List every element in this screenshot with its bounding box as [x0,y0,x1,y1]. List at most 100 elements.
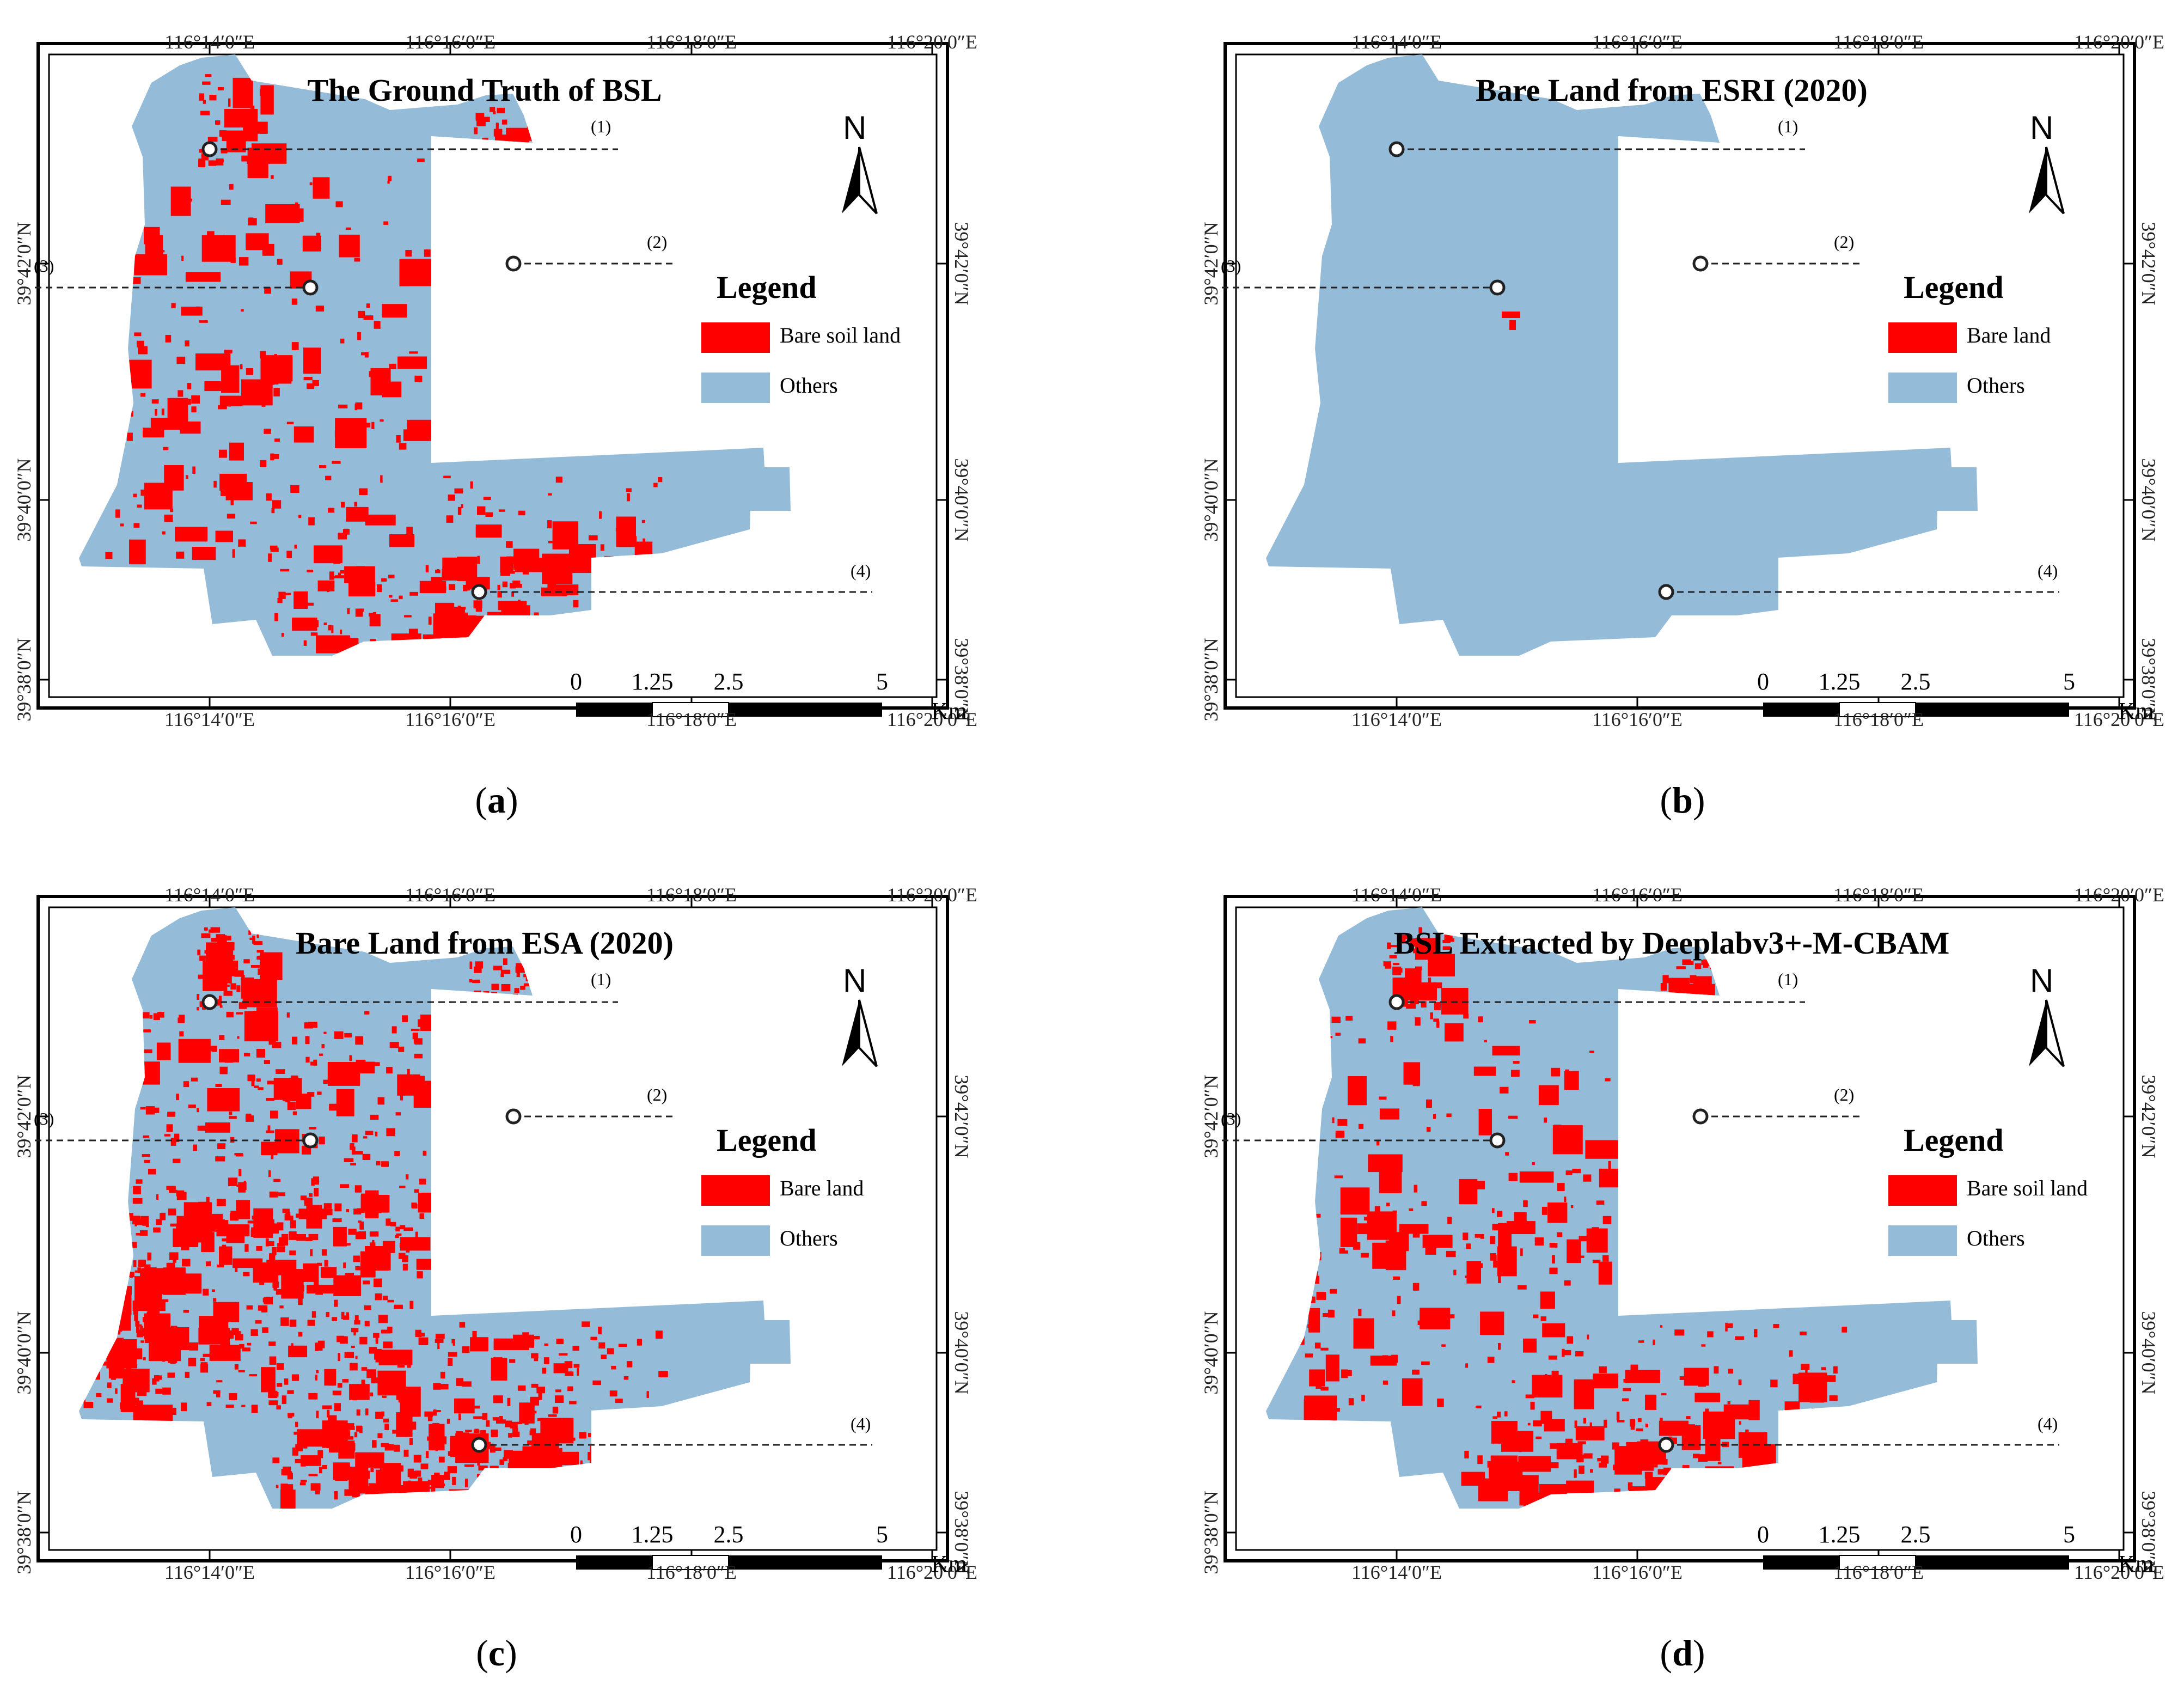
tick-bot-2: 116°18′0″E [1833,709,1924,730]
tick-left-1: 39°40′0″N [13,1311,35,1395]
scale-unit: Km [2118,1551,2154,1577]
scale-label-3: 5 [876,668,888,695]
callout-label-3: (3) [34,256,54,276]
tick-bot-1: 116°16′0″E [405,709,495,730]
legend-label-others: Others [780,1226,838,1250]
tick-bot-1: 116°16′0″E [1592,709,1683,730]
callout-label-2: (2) [647,1085,668,1104]
callout-marker-2 [505,255,522,272]
scale-unit: Km [2118,698,2154,724]
map-title: The Ground Truth of BSL [307,72,662,108]
tick-left-0: 39°42′0″N [1200,1075,1222,1158]
map-frame [1223,895,2136,1562]
legend-label-others: Others [1967,1226,2025,1250]
map-panel-d: BSL Extracted by Deeplabv3+-M-CBAM 116°1… [1200,875,2164,1583]
north-label: N [2030,962,2054,999]
tick-bot-2: 116°18′0″E [1833,1561,1924,1583]
scale-label-0: 0 [1757,1521,1769,1548]
map-panel-a: The Ground Truth of BSL 116°14′0″E 116°16… [13,22,977,730]
map-title: Bare Land from ESRI (2020) [1476,72,1868,108]
tick-bot-3: 116°20′0″E [887,709,977,730]
callout-label-2: (2) [1834,1085,1855,1104]
tick-top-0: 116°14′0″E [1351,31,1442,53]
tick-right-1: 39°40′0″N [2138,458,2159,542]
callout-label-4: (4) [851,561,871,581]
scale-label-2: 2.5 [1900,1521,1931,1548]
callout-label-2: (2) [647,232,668,252]
callout-lines [1222,994,2059,1453]
callout-marker-2 [505,1108,522,1125]
study-area-polygon [79,54,791,656]
scale-label-1: 1.25 [1818,1521,1861,1548]
scale-label-2: 2.5 [713,668,744,695]
tick-bot-3: 116°20′0″E [2074,1561,2164,1583]
scale-label-1: 1.25 [1818,668,1861,695]
tick-left-1: 39°40′0″N [1200,458,1222,542]
north-label: N [2030,109,2054,146]
tick-left-0: 39°42′0″N [13,222,35,306]
scale-bar [576,1555,882,1570]
tick-top-1: 116°16′0″E [405,884,495,906]
callout-marker-1 [201,141,218,157]
tick-left-1: 39°40′0″N [13,458,35,542]
tick-bot-0: 116°14′0″E [164,1561,255,1583]
callout-marker-3 [1489,279,1506,296]
scale-label-2: 2.5 [713,1521,744,1548]
callout-marker-4 [471,1437,487,1453]
map-panel-b: Bare Land from ESRI (2020) 116°14′0″E 116… [1200,22,2164,730]
tick-top-2: 116°18′0″E [1833,31,1924,53]
map-canvas [35,42,949,717]
map-frame [36,42,949,710]
callout-marker-2 [1692,1108,1709,1125]
callout-label-3: (3) [34,1109,54,1128]
map-frame [1223,42,2136,710]
tick-bot-1: 116°16′0″E [405,1561,495,1583]
tick-top-2: 116°18′0″E [646,884,737,906]
callout-marker-3 [302,1132,319,1149]
tick-bot-3: 116°20′0″E [887,1561,977,1583]
callout-label-1: (1) [1778,969,1798,989]
caption-c: (c) [476,1632,517,1674]
tick-right-1: 39°40′0″N [951,458,972,542]
legend-label-bare: Bare soil land [780,323,901,347]
scale-bar [576,702,882,717]
tick-top-0: 116°14′0″E [164,31,255,53]
legend-swatch-others [1888,1225,1957,1256]
legend-label-others: Others [1967,373,2025,398]
north-arrow-icon [842,146,878,215]
map-canvas [35,895,949,1570]
callout-label-2: (2) [1834,232,1855,252]
scale-bar [1763,702,2069,717]
callout-lines [1222,141,2059,600]
tick-right-0: 39°42′0″N [951,222,972,306]
tick-left-2: 39°38′0″N [13,1491,35,1574]
legend-swatch-bare [701,322,770,353]
map-title: BSL Extracted by Deeplabv3+-M-CBAM [1393,925,1950,961]
tick-left-2: 39°38′0″N [1200,1491,1222,1574]
callout-marker-2 [1692,255,1709,272]
scale-label-3: 5 [2063,1521,2075,1548]
callout-label-1: (1) [591,969,611,989]
north-arrow-icon [2029,146,2065,215]
legend-swatch-bare [701,1175,770,1206]
scale-label-1: 1.25 [631,1521,674,1548]
callout-marker-1 [1388,994,1405,1010]
tick-top-1: 116°16′0″E [405,31,495,53]
scale-label-0: 0 [1757,668,1769,695]
tick-bot-0: 116°14′0″E [1351,709,1442,730]
tick-top-0: 116°14′0″E [1351,884,1442,906]
legend-swatch-bare [1888,322,1957,353]
map-frame [36,895,949,1562]
legend-swatch-others [701,373,770,403]
callout-marker-3 [302,279,319,296]
scale-label-0: 0 [570,668,582,695]
legend-label-others: Others [780,373,838,398]
tick-top-2: 116°18′0″E [1833,884,1924,906]
north-arrow-icon [842,999,878,1067]
map-panel-c: Bare Land from ESA (2020) 116°14′0″E 116°… [13,875,977,1583]
callout-marker-1 [1388,141,1405,157]
tick-right-0: 39°42′0″N [2138,222,2159,306]
tick-right-1: 39°40′0″N [951,1311,972,1395]
tick-left-1: 39°40′0″N [1200,1311,1222,1395]
scale-label-3: 5 [876,1521,888,1548]
